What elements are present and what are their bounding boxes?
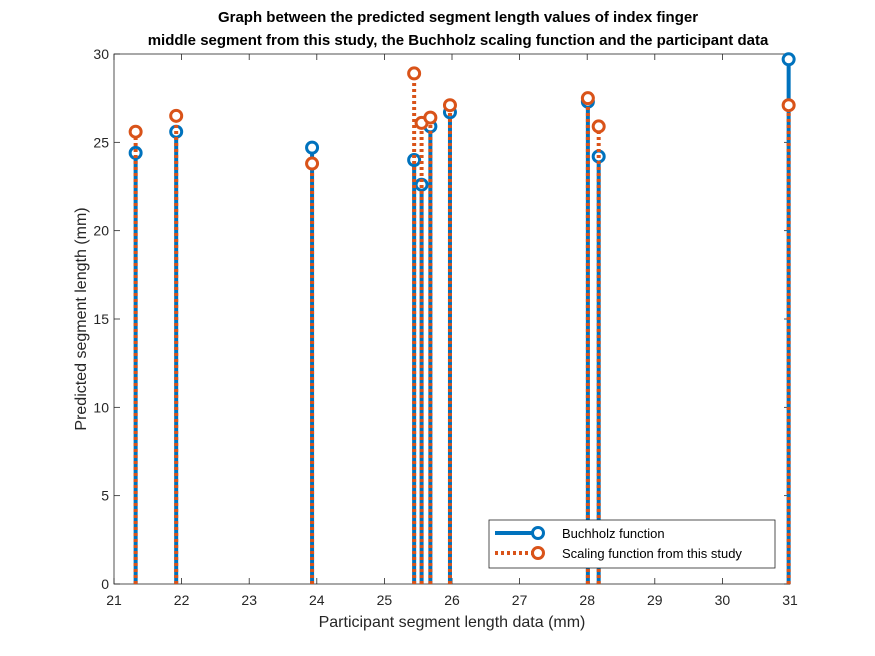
stem-marker <box>407 66 422 81</box>
stem-marker <box>442 98 457 113</box>
chart-title-line-2: middle segment from this study, the Buch… <box>148 32 769 49</box>
x-tick-label: 26 <box>444 592 460 608</box>
stem-marker <box>305 156 320 171</box>
x-tick-label: 27 <box>512 592 528 608</box>
y-axis-label: Predicted segment length (mm) <box>73 207 90 430</box>
y-tick-label: 30 <box>93 46 109 62</box>
stem-marker <box>781 98 796 113</box>
x-tick-label: 25 <box>377 592 393 608</box>
x-tick-label: 31 <box>782 592 798 608</box>
x-tick-label: 28 <box>579 592 595 608</box>
legend: Buchholz function Scaling function from … <box>488 519 776 569</box>
stem-marker <box>407 153 422 167</box>
legend-marker-scaling <box>531 546 545 560</box>
stem-marker <box>580 91 595 106</box>
stem-marker <box>305 140 320 155</box>
plot-area: 21 22 23 24 25 26 27 28 29 30 31 0 5 10 15 20 25 30 <box>93 46 798 608</box>
stem-marker <box>169 108 184 123</box>
legend-label-scaling: Scaling function from this study <box>562 546 742 561</box>
legend-label-buchholz: Buchholz function <box>562 526 665 541</box>
x-tick-label: 23 <box>241 592 257 608</box>
x-tick-label: 24 <box>309 592 325 608</box>
x-tick-label: 21 <box>106 592 122 608</box>
y-tick-label: 25 <box>93 134 109 150</box>
stem-marker <box>781 52 796 67</box>
chart-title-line-1: Graph between the predicted segment leng… <box>218 9 698 26</box>
y-tick-label: 5 <box>101 488 109 504</box>
stem-marker <box>423 110 438 125</box>
stem-marker <box>128 124 143 139</box>
stem-marker <box>128 145 143 160</box>
y-tick-label: 10 <box>93 399 109 415</box>
legend-marker-buchholz <box>531 526 545 540</box>
x-tick-label: 29 <box>647 592 663 608</box>
series-scaling <box>128 66 796 584</box>
axes-box <box>113 53 791 585</box>
stem-marker <box>591 119 606 134</box>
x-axis-label: Participant segment length data (mm) <box>319 614 586 631</box>
x-tick-label: 30 <box>715 592 731 608</box>
y-tick-label: 0 <box>101 576 109 592</box>
y-tick-label: 15 <box>93 311 109 327</box>
y-tick-label: 20 <box>93 223 109 239</box>
x-tick-label: 22 <box>174 592 190 608</box>
